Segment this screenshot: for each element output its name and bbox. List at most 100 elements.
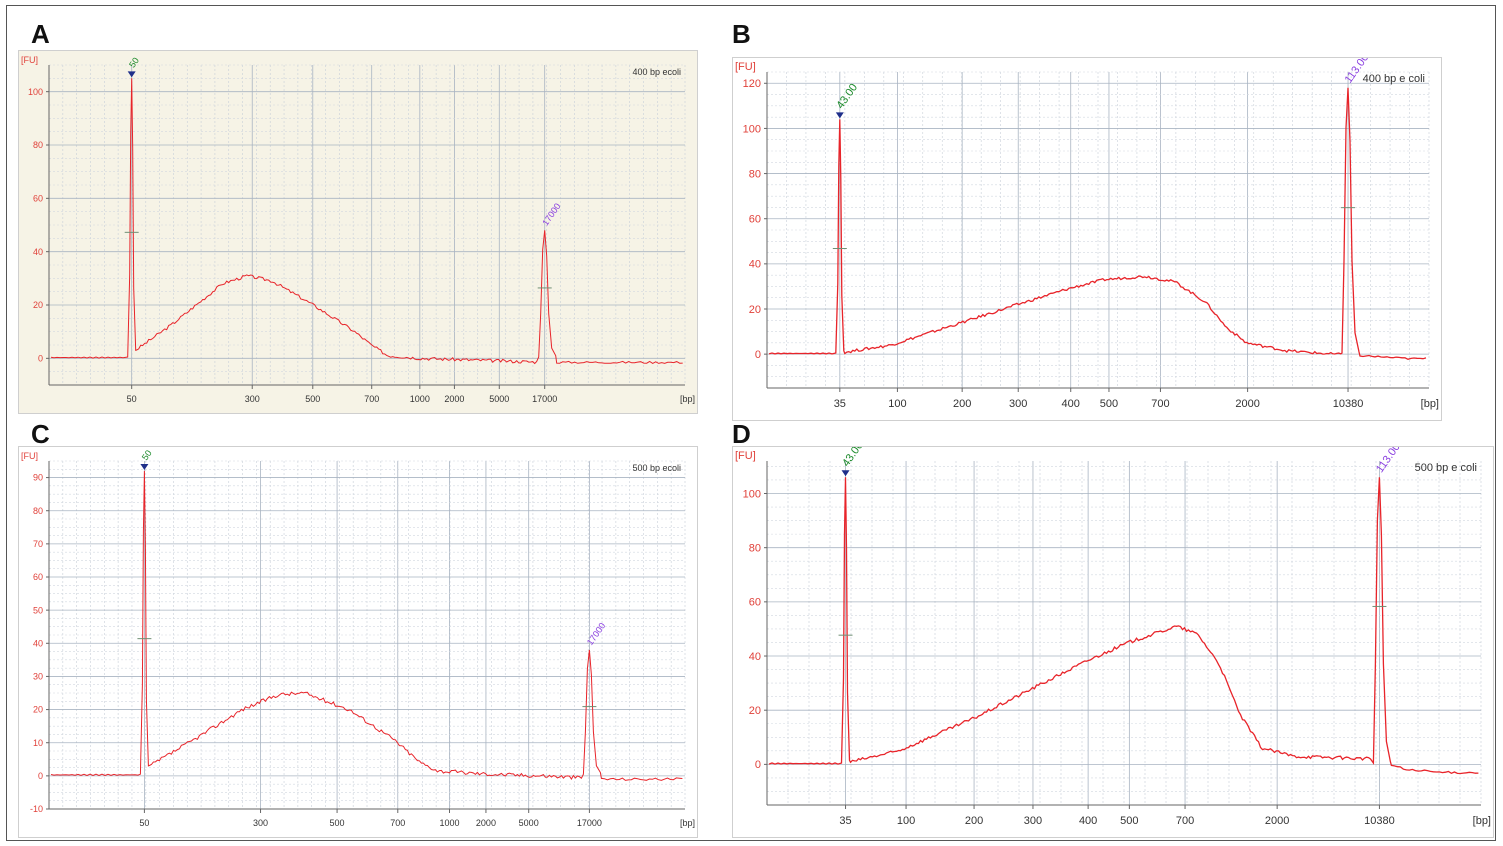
- x-axis-label: [bp]: [680, 394, 695, 404]
- lower-marker-triangle: [841, 470, 850, 477]
- y-tick-label: 90: [33, 473, 43, 483]
- y-tick-label: 50: [33, 605, 43, 615]
- y-tick-label: 0: [755, 759, 761, 771]
- y-tick-label: 60: [33, 572, 43, 582]
- grid-horizontal: [767, 466, 1481, 806]
- x-tick-label: 100: [897, 815, 915, 827]
- x-tick-label: 10380: [1333, 398, 1364, 410]
- electropherogram-trace: [50, 78, 683, 365]
- x-tick-label: 1000: [439, 818, 459, 828]
- figure-frame: [6, 5, 1496, 841]
- panel-letter-c: C: [31, 419, 50, 449]
- chart-panel-d: 0 20 40 60 80 100 [FU] 35 100 200 300 400 500 700 2000…: [732, 446, 1494, 838]
- chart-svg: -10 0 10 20 30 40 50 60 70 80 90 [FU] 50 300 500 700 100…: [21, 448, 695, 828]
- y-tick-label: 20: [33, 300, 43, 310]
- lower-marker-triangle: [835, 112, 844, 119]
- x-tick-label: 300: [1024, 815, 1042, 827]
- y-tick-label: 80: [33, 506, 43, 516]
- x-axis-label: [bp]: [1421, 398, 1439, 410]
- chart-panel-c: -10 0 10 20 30 40 50 60 70 80 90 [FU] 50 300 500 700 100…: [18, 446, 698, 838]
- x-axis-label: [bp]: [680, 818, 695, 828]
- x-tick-label: 10380: [1364, 815, 1395, 827]
- y-tick-label: 40: [749, 259, 761, 271]
- panel-letter-a: A: [31, 19, 50, 49]
- x-tick-label: 100: [888, 398, 906, 410]
- y-tick-label: 80: [33, 140, 43, 150]
- sample-label: 400 bp ecoli: [632, 67, 681, 77]
- x-tick-label: 35: [839, 815, 851, 827]
- y-tick-label: 0: [38, 771, 43, 781]
- x-tick-label: 300: [1009, 398, 1027, 410]
- y-tick-label: 80: [749, 168, 761, 180]
- y-tick-label: 10: [33, 738, 43, 748]
- x-tick-label: 200: [965, 815, 983, 827]
- electropherogram-trace: [50, 470, 683, 781]
- panel-letter-b: B: [732, 19, 751, 49]
- x-tick-label: 50: [139, 818, 149, 828]
- x-tick-label: 400: [1062, 398, 1080, 410]
- x-tick-label: 500: [1120, 815, 1138, 827]
- panel-letter-d: D: [732, 419, 751, 449]
- x-tick-label: 2000: [476, 818, 496, 828]
- lower-marker-triangle: [140, 463, 149, 470]
- grid-horizontal: [49, 64, 685, 386]
- x-tick-label: 17000: [577, 818, 602, 828]
- sample-label: 400 bp e coli: [1363, 73, 1425, 85]
- y-tick-label: 20: [749, 705, 761, 717]
- x-tick-label: 400: [1079, 815, 1097, 827]
- x-tick-label: 50: [127, 394, 137, 404]
- y-axis-label: [FU]: [735, 61, 756, 73]
- sample-label: 500 bp e coli: [1415, 462, 1477, 474]
- lower-marker-triangle: [127, 71, 136, 78]
- y-tick-label: 0: [38, 353, 43, 363]
- x-tick-label: 1000: [410, 394, 430, 404]
- x-tick-label: 35: [834, 398, 846, 410]
- y-tick-label: 40: [33, 247, 43, 257]
- chart-svg: 0 20 40 60 80 100 120 [FU] 35 100 200 300 400 500 700 2…: [735, 58, 1439, 410]
- grid-vertical: [766, 461, 1482, 805]
- x-tick-label: 5000: [489, 394, 509, 404]
- x-tick-label: 5000: [519, 818, 539, 828]
- y-tick-label: 100: [743, 488, 761, 500]
- x-tick-label: 17000: [532, 394, 557, 404]
- chart-panel-b: 0 20 40 60 80 100 120 [FU] 35 100 200 300 400 500 700 2…: [732, 57, 1442, 421]
- x-tick-label: 2000: [1235, 398, 1259, 410]
- x-axis-label: [bp]: [1473, 815, 1491, 827]
- y-tick-label: 20: [33, 705, 43, 715]
- y-tick-label: 70: [33, 539, 43, 549]
- x-tick-label: 500: [330, 818, 345, 828]
- y-tick-label: 60: [33, 193, 43, 203]
- y-tick-label: 40: [749, 651, 761, 663]
- chart-svg: 0 20 40 60 80 100 [FU] 50 300 500 700 1000 2000 5000 1…: [21, 55, 695, 404]
- x-tick-label: 500: [305, 394, 320, 404]
- x-tick-label: 300: [245, 394, 260, 404]
- y-tick-label: 30: [33, 672, 43, 682]
- electropherogram-trace: [768, 477, 1479, 775]
- y-tick-label: -10: [30, 804, 43, 814]
- y-tick-label: 40: [33, 638, 43, 648]
- y-tick-label: 0: [755, 349, 761, 361]
- x-tick-label: 2000: [1265, 815, 1289, 827]
- y-tick-label: 60: [749, 214, 761, 226]
- x-tick-label: 300: [253, 818, 268, 828]
- y-axis-label: [FU]: [735, 450, 756, 462]
- y-axis-label: [FU]: [21, 55, 38, 65]
- y-tick-label: 100: [28, 87, 43, 97]
- x-tick-label: 200: [953, 398, 971, 410]
- lower-marker-label: 50: [140, 448, 154, 462]
- chart-panel-a: 0 20 40 60 80 100 [FU] 50 300 500 700 1000 2000 5000 1…: [18, 50, 698, 414]
- grid-horizontal: [767, 71, 1429, 389]
- y-tick-label: 20: [749, 304, 761, 316]
- x-tick-label: 700: [1176, 815, 1194, 827]
- x-tick-label: 2000: [444, 394, 464, 404]
- x-tick-label: 500: [1100, 398, 1118, 410]
- sample-label: 500 bp ecoli: [632, 463, 681, 473]
- grid-horizontal: [49, 460, 685, 810]
- x-tick-label: 700: [1151, 398, 1169, 410]
- electropherogram-trace: [768, 87, 1427, 360]
- y-tick-label: 60: [749, 597, 761, 609]
- chart-svg: 0 20 40 60 80 100 [FU] 35 100 200 300 400 500 700 2000…: [735, 447, 1491, 827]
- x-tick-label: 700: [390, 818, 405, 828]
- y-tick-label: 80: [749, 543, 761, 555]
- y-tick-label: 120: [743, 78, 761, 90]
